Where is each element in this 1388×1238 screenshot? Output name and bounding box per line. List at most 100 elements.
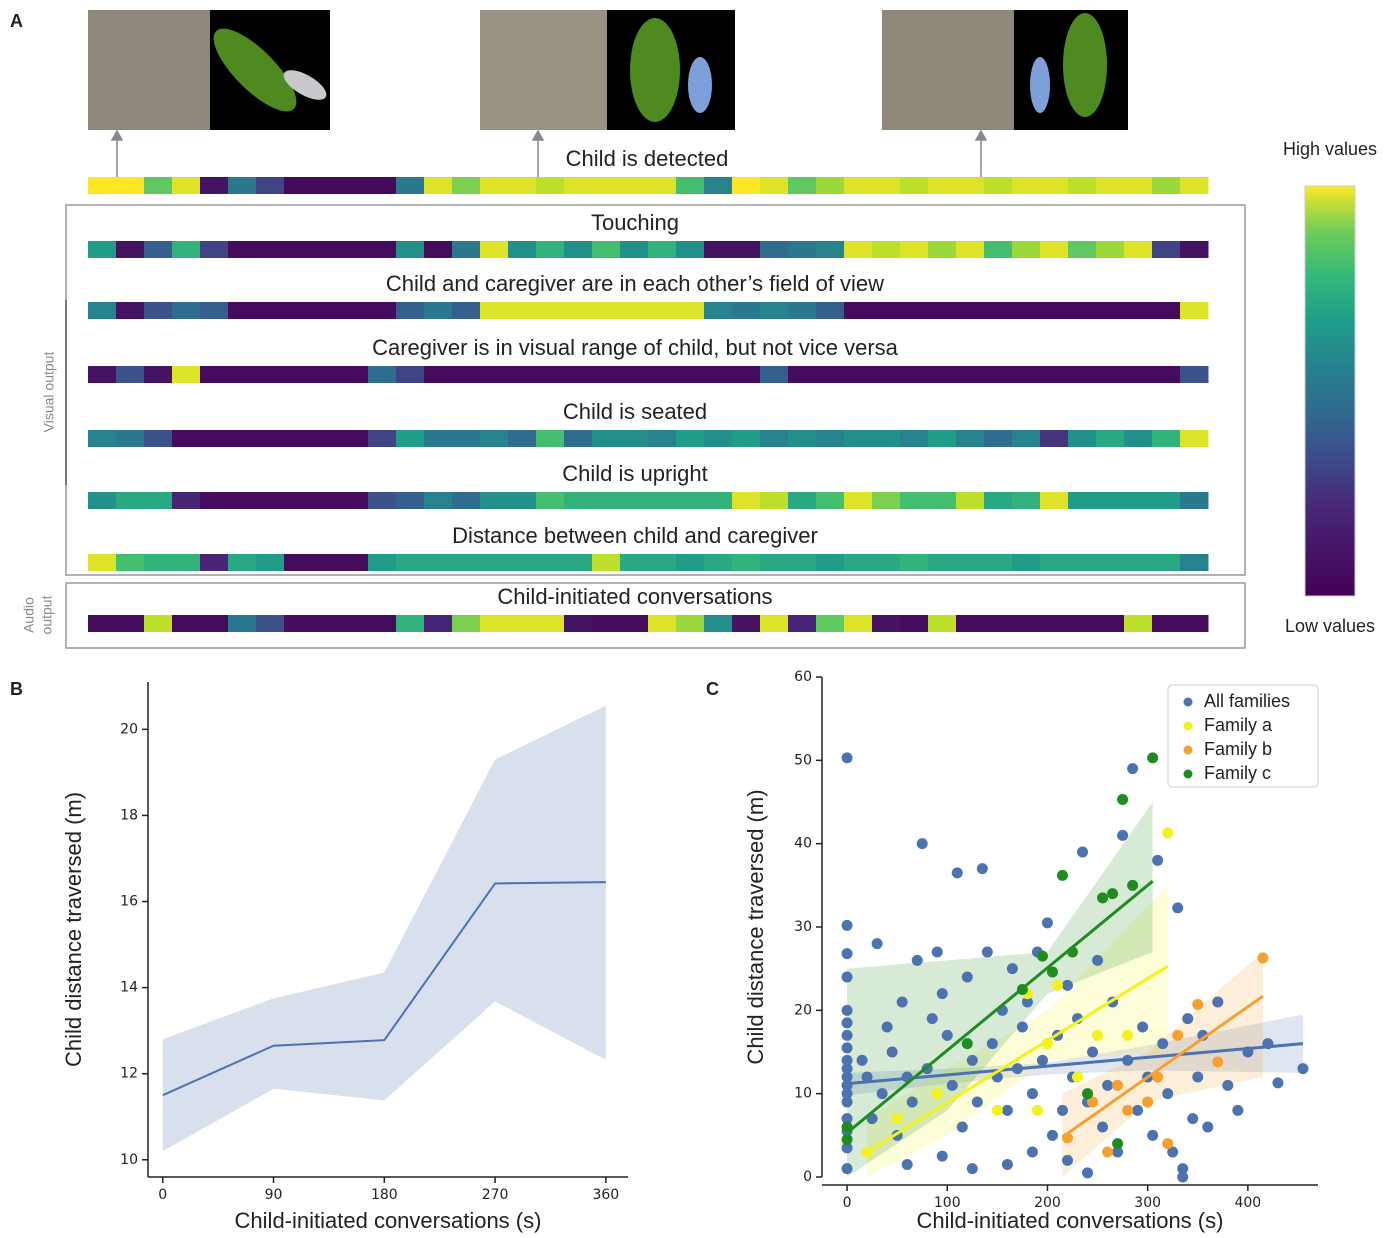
point	[967, 1163, 978, 1174]
heat-cell	[312, 241, 341, 258]
heat-cell	[1152, 430, 1181, 447]
heat-cell	[844, 430, 873, 447]
heat-cell	[928, 492, 957, 509]
heat-cell	[508, 430, 537, 447]
point	[1037, 1055, 1048, 1066]
heat-cell	[648, 302, 677, 319]
x-tick-label: 90	[265, 1187, 283, 1203]
heat-cell	[200, 302, 229, 319]
heat-cell	[1012, 177, 1041, 194]
heat-cell	[340, 177, 369, 194]
heat-cell	[732, 492, 761, 509]
heat-cell	[1152, 241, 1181, 258]
y-tick-label: 40	[794, 836, 812, 852]
heat-cell	[452, 615, 481, 632]
heat-cell	[1096, 430, 1125, 447]
group-label: Visual output	[41, 352, 57, 433]
heat-cell	[88, 430, 117, 447]
heat-cell	[984, 430, 1013, 447]
point	[1142, 1097, 1153, 1108]
heat-cell	[676, 177, 705, 194]
heat-cell	[424, 366, 453, 383]
heat-cell	[480, 241, 509, 258]
heat-cell	[760, 241, 789, 258]
heat-cell	[620, 615, 649, 632]
point	[1047, 1130, 1058, 1141]
heat-cell	[1012, 430, 1041, 447]
heat-cell	[956, 302, 985, 319]
point	[1222, 1080, 1233, 1091]
figure: High values Low values Visual output Aud…	[0, 0, 1388, 1238]
heat-cell	[424, 302, 453, 319]
heat-cell	[900, 615, 929, 632]
heat-cell	[256, 241, 285, 258]
point	[1102, 1147, 1113, 1158]
heat-cell	[116, 241, 145, 258]
render-figure	[1063, 13, 1107, 117]
heat-cell	[1096, 492, 1125, 509]
point	[857, 1055, 868, 1066]
x-axis-label: Child-initiated conversations (s)	[235, 1208, 542, 1233]
heat-cell	[508, 554, 537, 571]
strip-title: Child is detected	[566, 146, 729, 171]
point	[1087, 1047, 1098, 1058]
heat-cell	[396, 492, 425, 509]
heat-cell	[900, 366, 929, 383]
point	[1162, 1138, 1173, 1149]
heat-cell	[1096, 615, 1125, 632]
heat-cell	[620, 492, 649, 509]
point	[1007, 963, 1018, 974]
heat-cell	[1180, 366, 1209, 383]
heat-cell	[984, 492, 1013, 509]
heat-cell	[228, 366, 257, 383]
heat-cell	[872, 430, 901, 447]
heat-cell	[704, 430, 733, 447]
x-tick-label: 270	[482, 1187, 509, 1203]
point	[967, 1055, 978, 1066]
strip-title: Child is seated	[563, 399, 707, 424]
heat-cell	[424, 554, 453, 571]
point	[1027, 1088, 1038, 1099]
heat-cell	[88, 302, 117, 319]
heat-cell	[956, 177, 985, 194]
heat-cell	[88, 177, 117, 194]
heat-cell	[620, 302, 649, 319]
heat-cell	[732, 241, 761, 258]
x-tick-label: 400	[1234, 1195, 1261, 1211]
heat-cell	[340, 302, 369, 319]
legend-marker	[1184, 722, 1193, 731]
heat-cell	[760, 554, 789, 571]
heat-cell	[536, 554, 565, 571]
heat-cell	[480, 554, 509, 571]
point	[892, 1113, 903, 1124]
heat-cell	[256, 492, 285, 509]
heat-cell	[872, 492, 901, 509]
heat-cell	[1124, 615, 1153, 632]
heat-cell	[88, 241, 117, 258]
heat-cell	[844, 366, 873, 383]
heat-cell	[592, 554, 621, 571]
point	[882, 1022, 893, 1033]
heat-cell	[340, 366, 369, 383]
point	[977, 863, 988, 874]
y-tick-label: 50	[794, 752, 812, 768]
ci-band	[163, 706, 606, 1152]
heat-cell	[340, 430, 369, 447]
point	[1082, 1167, 1093, 1178]
panel-label: A	[10, 11, 23, 31]
legend-label: All families	[1204, 691, 1290, 711]
heat-cell	[1180, 302, 1209, 319]
heat-cell	[592, 492, 621, 509]
y-tick-label: 20	[120, 721, 138, 737]
heat-cell	[284, 554, 313, 571]
heat-cell	[844, 302, 873, 319]
y-tick-label: 20	[794, 1002, 812, 1018]
point	[1037, 951, 1048, 962]
heat-cell	[200, 177, 229, 194]
heat-cell	[536, 430, 565, 447]
heat-cell	[1068, 492, 1097, 509]
heat-cell	[872, 241, 901, 258]
point	[842, 1042, 853, 1053]
point	[842, 1163, 853, 1174]
heat-cell	[144, 492, 173, 509]
